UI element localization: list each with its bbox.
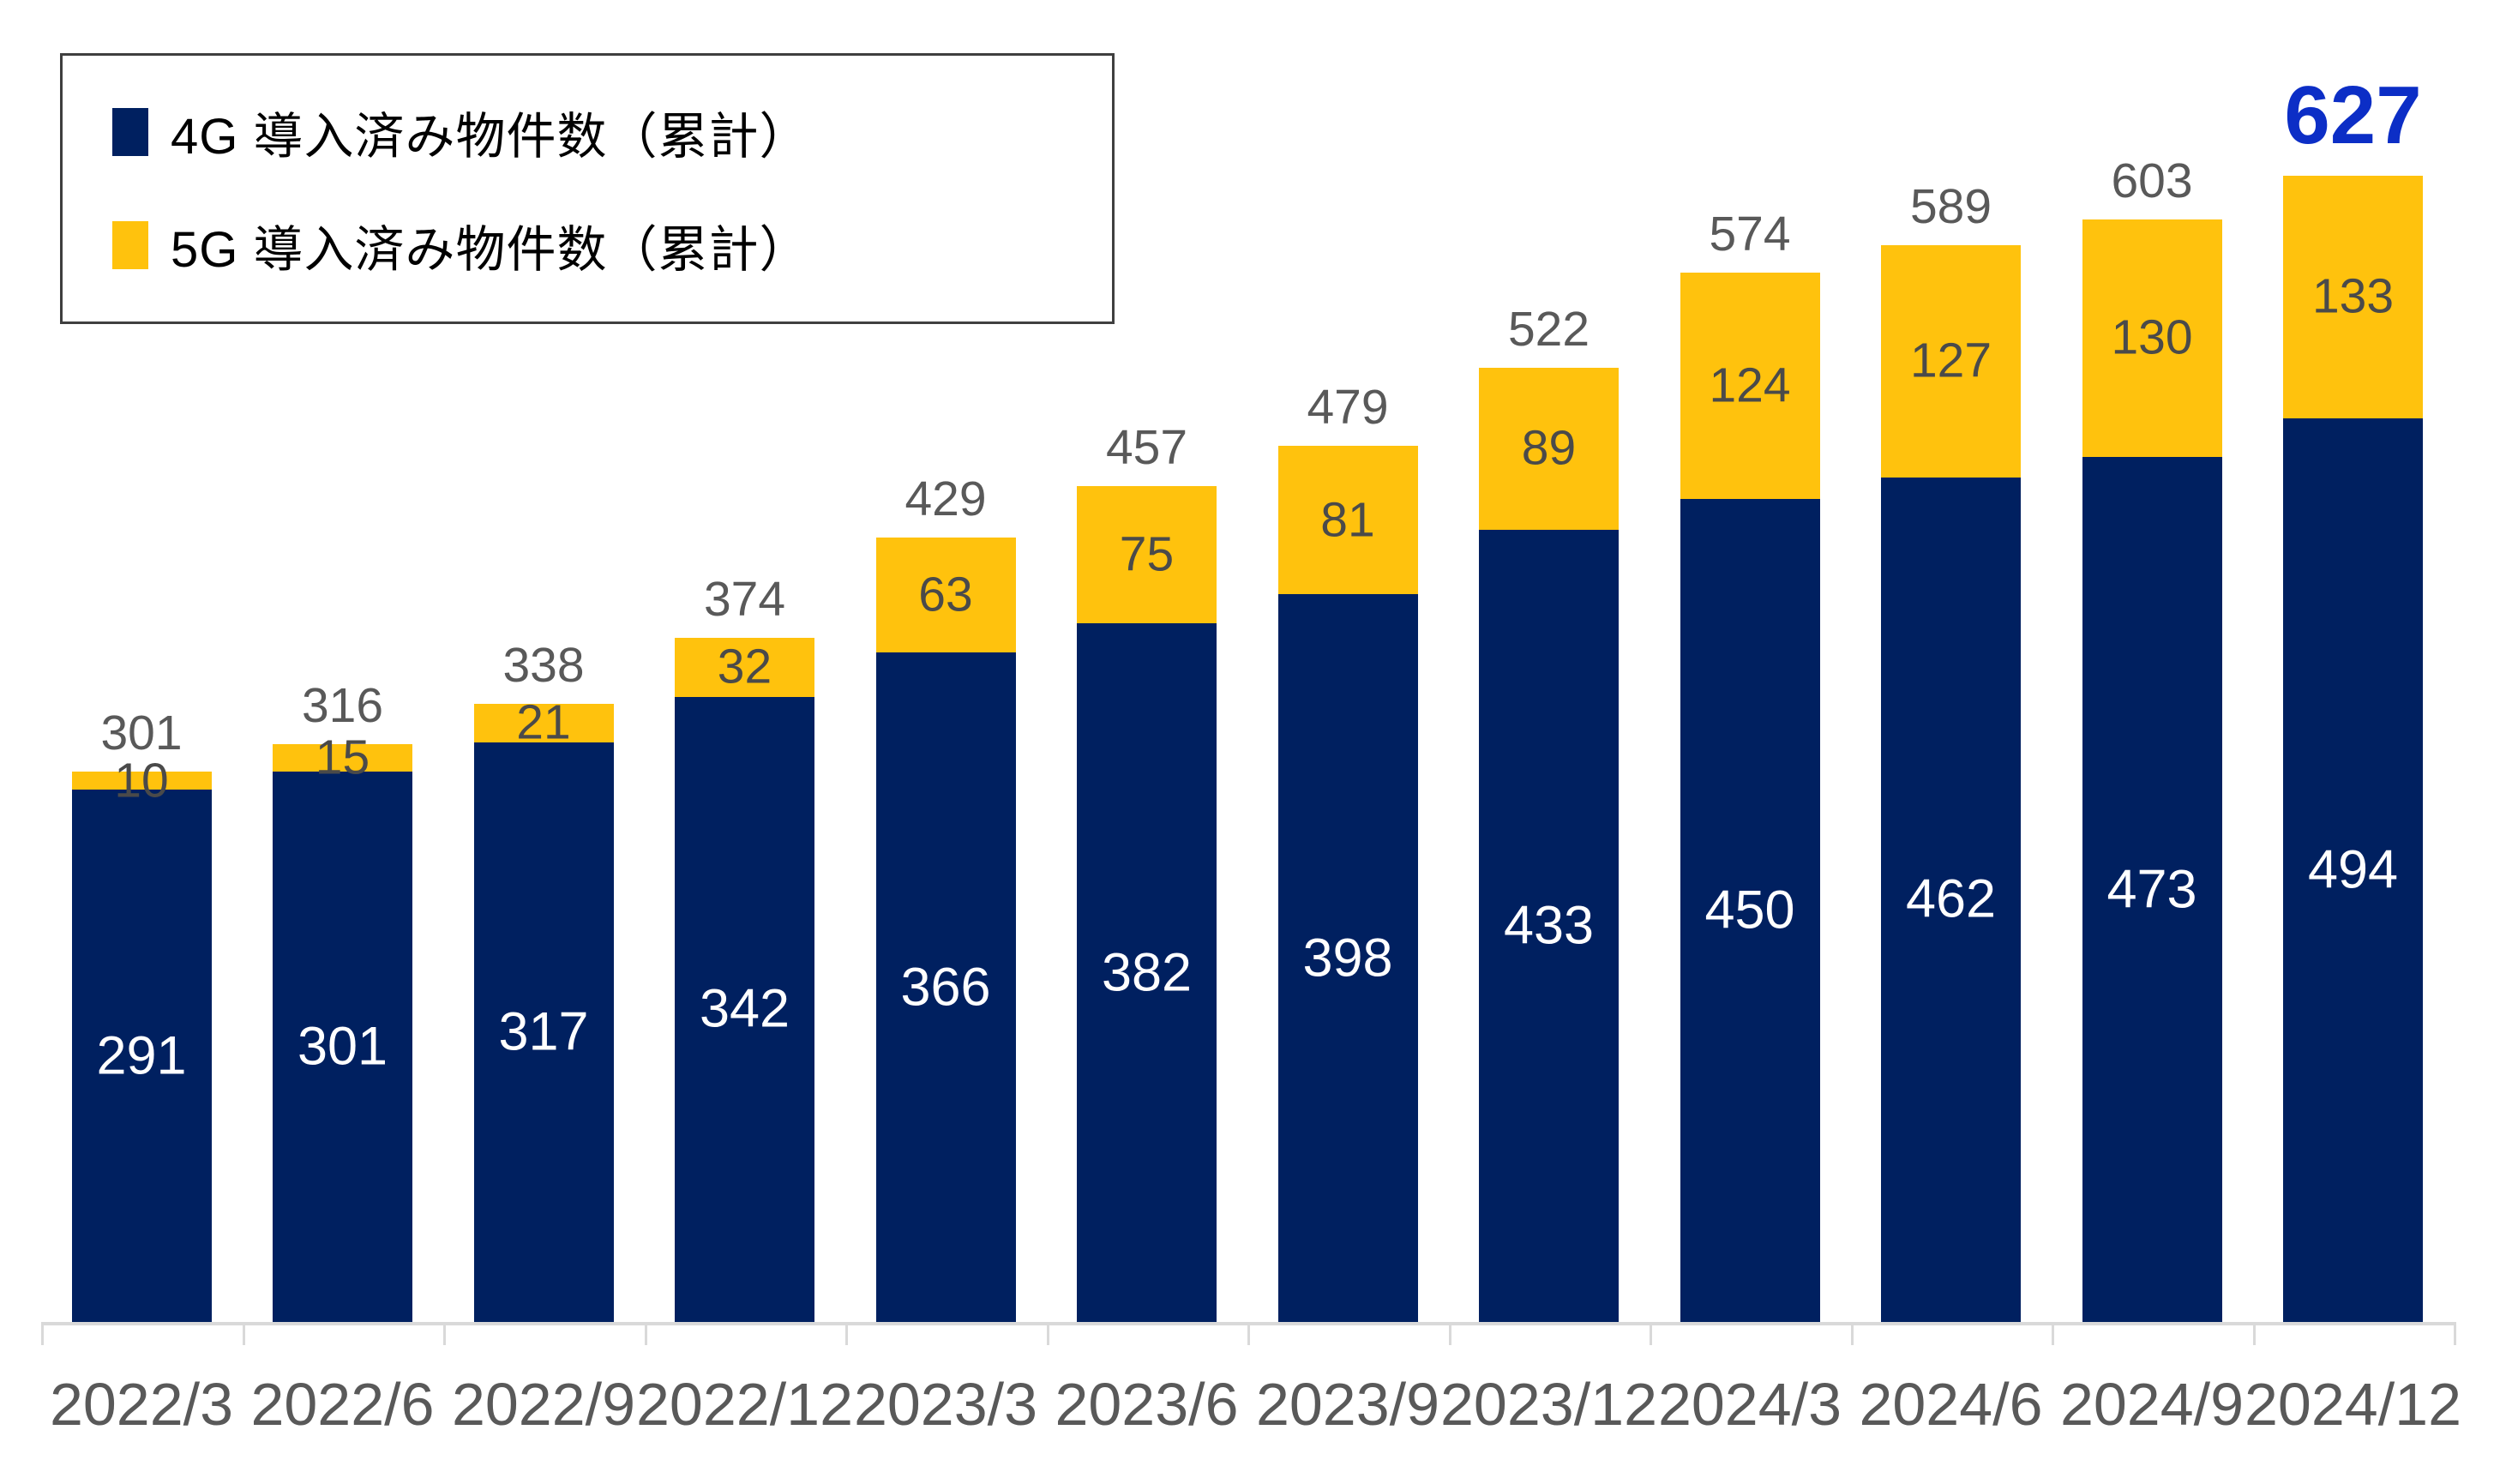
bar-label-5g: 124: [1709, 357, 1791, 413]
x-axis-label: 2023/6: [1055, 1371, 1239, 1438]
bar-label-5g: 75: [1119, 526, 1175, 582]
legend-swatch-5g-icon: [112, 221, 148, 269]
x-axis-line: [41, 1322, 2456, 1325]
x-axis-label: 2022/9: [451, 1371, 636, 1438]
bar-label-4g: 433: [1503, 895, 1595, 956]
bar-segment-5g: [1680, 272, 1820, 500]
bar-segment-4g: [1881, 477, 2021, 1322]
x-axis-label: 2023/12: [1439, 1371, 1658, 1438]
bar-label-4g: 462: [1905, 868, 1997, 929]
total-label: 301: [100, 705, 183, 760]
x-axis-label: 2024/9: [2059, 1371, 2245, 1438]
bar-segment-5g: [273, 743, 412, 772]
total-label: 574: [1709, 206, 1791, 261]
bar-label-5g: 10: [114, 753, 169, 808]
x-axis-tick: [443, 1325, 446, 1345]
x-axis-tick: [1046, 1325, 1049, 1345]
bar-segment-5g: [473, 704, 614, 742]
legend-label-5g: 5G 導入済み物件数（累計）: [171, 222, 810, 278]
bar-segment-5g: [1881, 244, 2021, 478]
bar-segment-5g: [875, 537, 1016, 653]
x-axis-tick: [242, 1325, 245, 1345]
total-label: 429: [904, 471, 987, 526]
total-label: 457: [1105, 420, 1188, 476]
x-axis-label: 2022/6: [250, 1371, 435, 1438]
total-label: 338: [502, 638, 585, 694]
bar-segment-4g: [2283, 418, 2423, 1322]
x-axis-label: 2022/12: [635, 1371, 854, 1438]
legend-item-4g: 4G 導入済み物件数（累計）: [112, 96, 1112, 168]
legend: 4G 導入済み物件数（累計） 5G 導入済み物件数（累計）: [60, 53, 1115, 324]
bar-label-5g: 63: [918, 567, 973, 622]
x-axis-tick: [2454, 1325, 2456, 1345]
x-axis-label: 2023/3: [853, 1371, 1038, 1438]
bar-segment-5g: [71, 771, 212, 790]
bar-label-4g: 382: [1101, 942, 1193, 1003]
bar-label-5g: 32: [717, 639, 772, 694]
x-axis-label: 2024/6: [1859, 1371, 2043, 1438]
total-label: 316: [301, 677, 384, 733]
x-axis-label: 2024/3: [1657, 1371, 1842, 1438]
total-label-highlight: 627: [2284, 69, 2422, 161]
bar-label-4g: 398: [1302, 928, 1393, 988]
bar-segment-4g: [875, 652, 1016, 1322]
legend-item-5g: 5G 導入済み物件数（累計）: [112, 209, 1112, 281]
total-label: 522: [1507, 301, 1590, 357]
x-axis-label: 2024/12: [2244, 1371, 2462, 1438]
x-axis-tick: [41, 1325, 44, 1345]
x-axis-tick: [1650, 1325, 1652, 1345]
bar-label-5g: 21: [516, 694, 571, 750]
x-axis-tick: [1850, 1325, 1854, 1345]
bar-segment-4g: [473, 742, 614, 1322]
x-axis-label: 2023/9: [1255, 1371, 1440, 1438]
total-label: 603: [2111, 153, 2193, 208]
bar-segment-4g: [2082, 457, 2222, 1322]
total-label: 374: [703, 572, 786, 628]
legend-label-4g: 4G 導入済み物件数（累計）: [171, 109, 810, 165]
bar-label-5g: 81: [1320, 492, 1375, 548]
x-axis-label: 2022/3: [49, 1371, 234, 1438]
bar-segment-4g: [1479, 530, 1619, 1322]
total-label: 479: [1307, 380, 1389, 436]
bar-segment-5g: [675, 638, 814, 697]
legend-swatch-4g-icon: [112, 108, 148, 156]
bar-label-4g: 291: [96, 1025, 187, 1086]
bar-segment-5g: [1077, 486, 1217, 624]
bar-label-5g: 133: [2311, 268, 2395, 324]
x-axis-tick: [644, 1325, 647, 1345]
bar-segment-4g: [1680, 499, 1820, 1322]
bar-label-4g: 342: [699, 978, 790, 1039]
bar-label-4g: 317: [498, 1001, 589, 1062]
bar-label-4g: 301: [297, 1016, 388, 1077]
bar-label-4g: 494: [2307, 839, 2399, 900]
bar-label-4g: 366: [900, 957, 991, 1018]
total-label: 589: [1909, 178, 1992, 234]
bar-label-4g: 450: [1704, 880, 1795, 940]
bar-segment-4g: [1277, 594, 1418, 1322]
bar-segment-5g: [1479, 367, 1619, 531]
x-axis-tick: [1448, 1325, 1451, 1345]
bar-segment-4g: [675, 696, 814, 1322]
x-axis-tick: [845, 1325, 848, 1345]
bar-label-5g: 127: [1909, 333, 1992, 388]
bar-segment-5g: [2082, 219, 2222, 458]
x-axis-tick: [1247, 1325, 1250, 1345]
x-axis-tick: [2052, 1325, 2054, 1345]
bar-segment-4g: [273, 771, 412, 1322]
bar-segment-5g: [2283, 175, 2423, 419]
bar-segment-4g: [1077, 623, 1217, 1322]
bar-label-5g: 130: [2111, 309, 2193, 365]
bar-segment-4g: [71, 790, 212, 1322]
bar-segment-5g: [1277, 446, 1418, 595]
bar-label-4g: 473: [2106, 859, 2197, 920]
x-axis-tick: [2252, 1325, 2256, 1345]
bar-label-5g: 15: [315, 730, 370, 785]
bar-label-5g: 89: [1521, 420, 1577, 476]
